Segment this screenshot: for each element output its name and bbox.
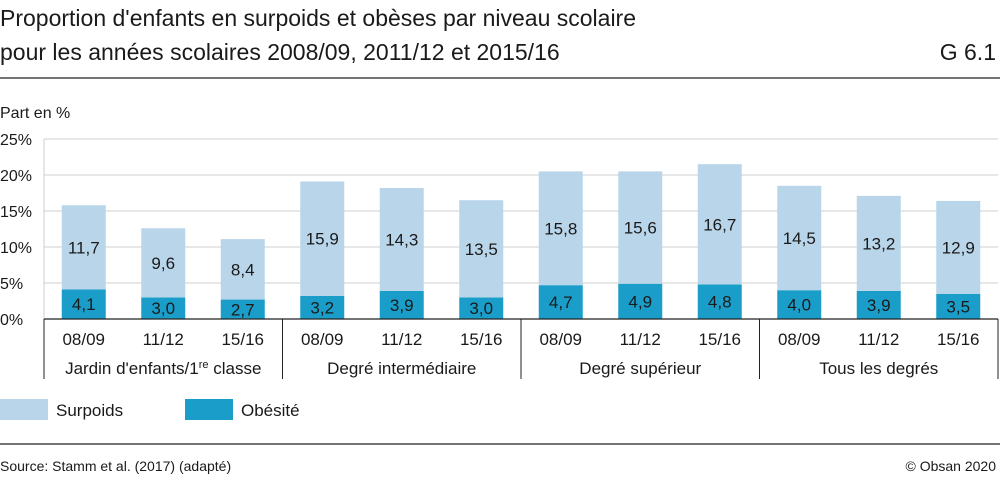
x-tick-label: 08/09 <box>62 330 105 349</box>
legend-swatch <box>185 399 233 420</box>
value-label-surpoids: 9,6 <box>151 254 175 273</box>
bar-obesite <box>777 290 822 319</box>
value-label-obesite: 3,0 <box>469 299 493 318</box>
value-label-surpoids: 8,4 <box>231 260 255 279</box>
value-label-surpoids: 11,7 <box>68 238 100 257</box>
x-tick-label: 11/12 <box>381 330 422 349</box>
bar-surpoids <box>697 164 742 285</box>
value-label-obesite: 3,5 <box>946 297 970 316</box>
value-label-surpoids: 14,5 <box>783 229 816 248</box>
chart-title-line-1: Proportion d'enfants en surpoids et obès… <box>0 5 636 31</box>
x-tick-label: 08/09 <box>539 330 582 349</box>
group-label: Degré intermédiaire <box>327 359 476 378</box>
value-labels: 4,1 11,7 3,0 9,6 2,7 8,4 3,2 15,9 3,9 14,3 3,0 13,5… <box>68 215 975 319</box>
value-label-surpoids: 13,5 <box>465 240 498 259</box>
figure-id: G 6.1 <box>940 39 996 65</box>
value-label-obesite: 2,7 <box>231 300 255 319</box>
value-label-obesite: 3,2 <box>310 298 334 317</box>
y-axis-label: Part en % <box>0 105 70 122</box>
grid-lines <box>43 138 998 319</box>
value-label-surpoids: 16,7 <box>703 215 736 234</box>
x-tick-label: 11/12 <box>620 330 661 349</box>
value-label-surpoids: 15,6 <box>624 219 657 238</box>
value-label-obesite: 4,7 <box>549 293 573 312</box>
bar-obesite <box>618 283 663 319</box>
y-tick-label: 5% <box>0 276 23 293</box>
y-tick-labels: 0% 5% 10% 15% 20% 25% <box>0 132 32 329</box>
y-tick-label: 25% <box>0 132 32 149</box>
bar-surpoids <box>538 171 583 286</box>
value-label-surpoids: 15,9 <box>306 230 339 249</box>
value-label-obesite: 4,8 <box>708 293 732 312</box>
bar-obesite <box>538 285 583 319</box>
value-label-obesite: 4,9 <box>628 292 652 311</box>
y-tick-label: 0% <box>0 312 23 329</box>
copyright-note: © Obsan 2020 <box>906 458 997 474</box>
x-axis: 08/09 11/12 15/16 08/09 11/12 15/16 08/09 11/12… <box>43 318 999 379</box>
bar-obesite <box>61 289 106 319</box>
legend-label: Obésité <box>241 401 300 420</box>
group-label: Tous les degrés <box>819 359 938 378</box>
bar-surpoids <box>379 187 424 291</box>
x-tick-label: 15/16 <box>698 330 741 349</box>
bar-obesite <box>220 299 265 319</box>
x-tick-label: 08/09 <box>301 330 344 349</box>
value-label-obesite: 3,9 <box>867 296 891 315</box>
bar-surpoids <box>459 200 504 298</box>
value-label-surpoids: 15,8 <box>544 219 577 238</box>
x-tick-label: 15/16 <box>937 330 980 349</box>
value-label-obesite: 3,0 <box>151 299 175 318</box>
y-tick-label: 20% <box>0 168 32 185</box>
x-tick-label: 15/16 <box>460 330 503 349</box>
bars <box>61 164 981 319</box>
value-label-obesite: 3,9 <box>390 296 414 315</box>
bar-surpoids <box>141 228 186 298</box>
bar-surpoids <box>936 200 981 294</box>
x-tick-label: 15/16 <box>221 330 264 349</box>
bar-obesite <box>459 297 504 319</box>
bar-obesite <box>856 290 901 319</box>
legend-swatch <box>0 399 48 420</box>
bar-surpoids <box>61 205 106 290</box>
bar-obesite <box>697 284 742 319</box>
bar-obesite <box>379 290 424 319</box>
group-label: Degré supérieur <box>579 359 701 378</box>
y-tick-label: 10% <box>0 240 32 257</box>
bar-obesite <box>300 295 345 319</box>
legend-label: Surpoids <box>56 401 123 420</box>
value-label-surpoids: 14,3 <box>385 230 418 249</box>
x-tick-label: 08/09 <box>778 330 821 349</box>
x-tick-label: 11/12 <box>143 330 184 349</box>
bar-surpoids <box>777 185 822 291</box>
x-tick-label: 11/12 <box>858 330 899 349</box>
chart-title-line-2: pour les années scolaires 2008/09, 2011/… <box>0 39 560 65</box>
value-label-surpoids: 12,9 <box>942 238 975 257</box>
bar-surpoids <box>618 171 663 284</box>
value-label-obesite: 4,0 <box>787 296 811 315</box>
group-label: Jardin d'enfants/1re classe <box>65 359 261 378</box>
y-tick-label: 15% <box>0 204 32 221</box>
legend: Surpoids Obésité <box>0 399 300 420</box>
bar-surpoids <box>220 239 265 300</box>
bar-obesite <box>141 297 186 319</box>
bar-obesite <box>936 293 981 319</box>
value-label-obesite: 4,1 <box>72 295 96 314</box>
source-note: Source: Stamm et al. (2017) (adapté) <box>0 458 231 474</box>
bar-surpoids <box>856 195 901 291</box>
value-label-surpoids: 13,2 <box>862 234 895 253</box>
bar-surpoids <box>300 181 345 296</box>
